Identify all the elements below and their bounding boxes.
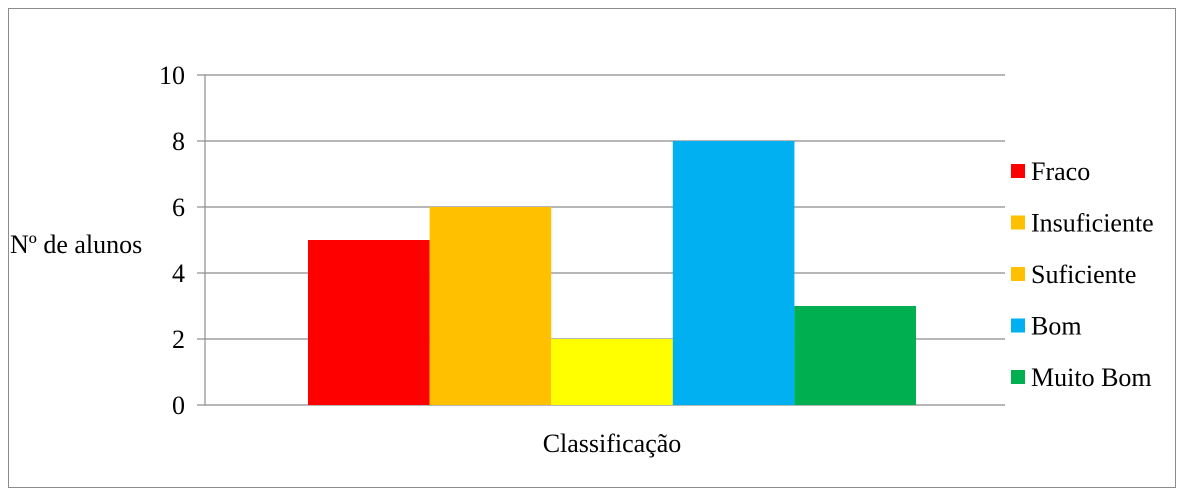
legend-swatch [1011, 370, 1025, 384]
legend-swatch [1011, 215, 1025, 230]
y-tick-label: 8 [172, 127, 185, 156]
legend-label: Muito Bom [1031, 363, 1152, 392]
legend-label: Bom [1031, 312, 1082, 341]
chart-frame [8, 8, 1176, 488]
y-tick-label: 6 [172, 193, 185, 222]
bar-bom [672, 141, 795, 405]
y-tick-label: 0 [172, 391, 185, 420]
legend-label: Suficiente [1031, 260, 1136, 289]
y-tick-label: 2 [172, 325, 185, 354]
legend-swatch [1011, 267, 1025, 281]
legend-swatch [1011, 164, 1025, 178]
x-axis-title: Classificação [543, 429, 682, 458]
legend-label: Insuficiente [1031, 209, 1154, 238]
legend: Fraco Insuficiente Suficiente Bom Muito Bom [1011, 157, 1154, 392]
bars [308, 141, 916, 405]
y-tick-label: 10 [159, 61, 185, 90]
bar-suficiente [551, 339, 673, 405]
bar-chart: 0 2 4 6 8 10 Fraco Insuficiente Suficiente Bom Mu… [10, 61, 1154, 458]
legend-label: Fraco [1031, 157, 1090, 186]
y-tick-label: 4 [172, 259, 185, 288]
y-axis-title: Nº de alunos [10, 230, 142, 259]
bar-muito-bom [794, 306, 916, 405]
legend-swatch [1011, 318, 1025, 333]
bar-insuficiente [429, 207, 552, 405]
bar-fraco [308, 240, 430, 405]
y-tick-labels: 0 2 4 6 8 10 [159, 61, 185, 420]
